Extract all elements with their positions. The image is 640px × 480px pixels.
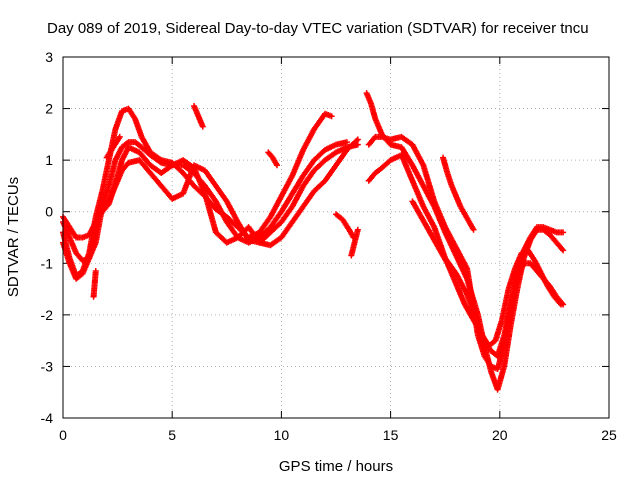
data-point <box>560 247 567 254</box>
data-point <box>199 123 206 130</box>
series-track-4 <box>60 136 361 249</box>
y-tick-label: 2 <box>45 101 53 117</box>
plot-frame <box>62 56 610 419</box>
series-track-6 <box>365 133 567 373</box>
series-track-8 <box>409 198 564 349</box>
x-tick-label: 5 <box>168 427 176 443</box>
x-tick-label: 25 <box>601 427 617 443</box>
series-track-11 <box>265 149 281 169</box>
series-track-12 <box>333 211 357 241</box>
x-tick-label: 15 <box>383 427 399 443</box>
chart-title: Day 089 of 2019, Sidereal Day-to-day VTE… <box>47 20 589 37</box>
x-axis-label: GPS time / hours <box>279 458 393 475</box>
series-track-5 <box>363 90 567 393</box>
data-point <box>274 162 281 169</box>
x-tick-label: 20 <box>492 427 508 443</box>
y-tick-label: 3 <box>45 49 53 65</box>
y-axis-label: SDTVAR / TECUs <box>5 177 22 297</box>
data-point <box>560 229 567 236</box>
y-tick-label: -2 <box>41 307 54 323</box>
x-tick-label: 10 <box>274 427 290 443</box>
y-tick-label: -4 <box>41 410 54 426</box>
data-point <box>557 301 564 308</box>
data-points <box>60 90 567 393</box>
data-point <box>92 268 99 275</box>
trace-marker <box>353 137 360 144</box>
data-point <box>116 133 123 140</box>
y-tick-label: -3 <box>41 358 54 374</box>
grid <box>63 57 609 418</box>
y-tick-label: -1 <box>41 255 54 271</box>
series-track-10 <box>191 102 206 130</box>
x-tick-label: 0 <box>59 427 67 443</box>
data-point <box>354 226 361 233</box>
data-point <box>470 226 477 233</box>
series-track-9 <box>440 154 477 233</box>
series-track-13 <box>348 226 361 259</box>
series-track-15 <box>103 133 123 161</box>
y-tick-label: 1 <box>45 152 53 168</box>
data-point <box>328 113 335 120</box>
data-point <box>354 136 361 143</box>
series-track-14 <box>90 268 99 300</box>
y-tick-label: 0 <box>45 204 53 220</box>
data-point <box>343 139 350 146</box>
series-track-7 <box>365 151 567 360</box>
